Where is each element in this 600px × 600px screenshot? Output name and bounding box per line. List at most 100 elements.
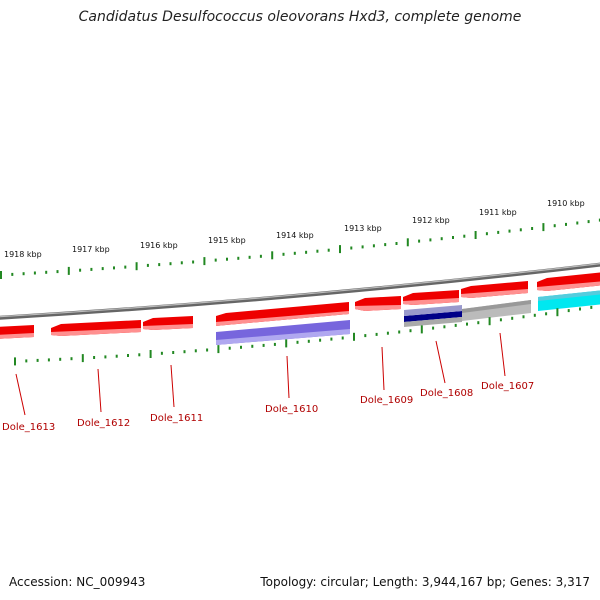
- scale-tick: [429, 238, 432, 242]
- scale-tick: [316, 249, 319, 253]
- scale-tick: [443, 325, 446, 329]
- scale-tick: [59, 357, 62, 361]
- scale-tick: [565, 222, 567, 226]
- gene-label: Dole_1613: [2, 422, 55, 433]
- scale-tick: [172, 351, 175, 354]
- scale-tick: [273, 342, 276, 346]
- scale-tick: [203, 257, 206, 266]
- reverse-genes: [0, 290, 600, 345]
- scale-tick: [271, 251, 274, 260]
- scale-tick: [192, 260, 195, 264]
- scale-tick: [488, 317, 491, 326]
- gene-labels: Dole_1613 Dole_1612 Dole_1611 Dole_1610 …: [2, 381, 534, 433]
- scale-tick: [452, 236, 454, 239]
- scale-tick: [533, 313, 536, 317]
- scale-tick: [395, 242, 398, 245]
- scale-tick: [339, 245, 341, 254]
- scale-tick: [22, 272, 25, 276]
- scale-tick: [420, 325, 423, 334]
- scale-tick: [262, 343, 265, 347]
- forward-genes: [216, 272, 600, 326]
- lower-scale-ticks: [14, 305, 593, 366]
- scale-tick: [115, 354, 118, 358]
- scale-tick: [183, 350, 186, 354]
- scale-tick: [33, 271, 36, 275]
- scale-tick: [372, 244, 375, 248]
- scale-tick: [124, 265, 127, 269]
- scale-tick: [454, 323, 457, 327]
- scale-tick: [149, 350, 152, 358]
- genome-summary-text: Topology: circular; Length: 3,944,167 bp…: [260, 575, 590, 589]
- scale-label: 1911 kbp: [479, 208, 517, 217]
- scale-tick: [240, 345, 242, 349]
- scale-label: 1912 kbp: [412, 216, 450, 225]
- scale-tick: [545, 312, 548, 316]
- scale-tick: [398, 330, 401, 334]
- scale-tick: [285, 339, 288, 348]
- scale-tick: [531, 227, 534, 230]
- scale-tick: [497, 230, 500, 234]
- scale-tick: [296, 340, 299, 344]
- scale-tick: [226, 257, 228, 261]
- scale-tick: [477, 321, 480, 325]
- scale-tick: [45, 270, 48, 274]
- scale-tick: [11, 272, 14, 276]
- scale-tick: [576, 221, 579, 225]
- scale-tick: [138, 353, 141, 357]
- scale-tick: [567, 309, 570, 313]
- scale-tick: [248, 255, 251, 259]
- scale-tick: [194, 349, 197, 353]
- scale-tick: [327, 248, 330, 252]
- gene-label: Dole_1612: [77, 418, 130, 429]
- scale-tick: [0, 271, 2, 279]
- gene-label: Dole_1609: [360, 395, 413, 406]
- scale-tick: [350, 246, 353, 250]
- gene-label: Dole_1608: [420, 388, 473, 399]
- scale-tick: [36, 358, 39, 362]
- scale-tick: [146, 263, 149, 267]
- scale-tick: [553, 224, 556, 228]
- scale-tick: [214, 258, 217, 262]
- scale-tick: [598, 218, 600, 222]
- scale-tick: [341, 336, 344, 340]
- scale-tick: [135, 262, 138, 271]
- scale-tick: [259, 254, 262, 258]
- gene-label: Dole_1610: [265, 404, 318, 415]
- scale-tick: [56, 270, 59, 274]
- scale-tick: [169, 262, 172, 266]
- scale-tick: [319, 338, 322, 342]
- scale-tick: [14, 357, 16, 366]
- gene-arrow: [404, 311, 462, 322]
- scale-tick: [93, 356, 96, 359]
- scale-tick: [499, 318, 502, 322]
- scale-tick: [47, 358, 50, 362]
- scale-tick: [522, 315, 525, 319]
- scale-tick: [104, 355, 107, 359]
- accession-text: Accession: NC_009943: [9, 575, 146, 589]
- label-leaders: [15, 332, 506, 416]
- scale-tick: [590, 305, 593, 309]
- scale-tick: [101, 267, 104, 271]
- scale-tick: [440, 237, 443, 241]
- scale-label: 1917 kbp: [72, 245, 110, 254]
- scale-tick: [237, 256, 240, 260]
- scale-labels: 1918 kbp 1917 kbp 1916 kbp 1915 kbp 1914…: [4, 199, 585, 259]
- gene-label: Dole_1611: [150, 413, 203, 424]
- scale-tick: [70, 357, 73, 361]
- scale-tick: [25, 359, 28, 363]
- scale-tick: [384, 243, 387, 247]
- scale-tick: [206, 348, 209, 352]
- scale-tick: [386, 331, 389, 335]
- gene-label: Dole_1607: [481, 381, 534, 392]
- upper-scale-ticks: [0, 218, 600, 279]
- scale-tick: [418, 239, 421, 243]
- scale-tick: [353, 332, 355, 341]
- scale-tick: [160, 351, 163, 355]
- scale-tick: [508, 229, 511, 233]
- scale-tick: [127, 354, 129, 357]
- scale-tick: [361, 245, 364, 249]
- scale-tick: [251, 344, 254, 348]
- scale-label: 1916 kbp: [140, 241, 178, 250]
- scale-tick: [228, 346, 231, 350]
